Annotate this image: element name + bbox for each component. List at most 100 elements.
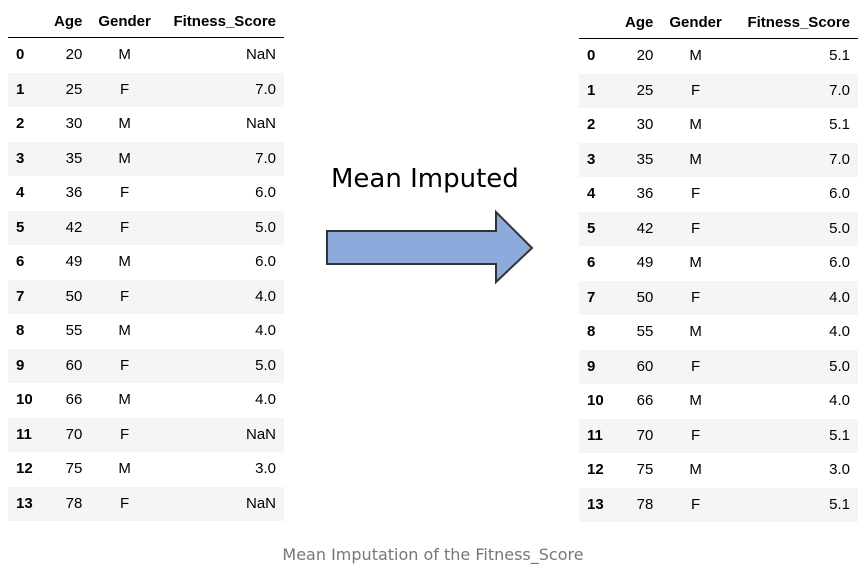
fitness-score-cell: 5.1 xyxy=(829,495,850,513)
row-index: 11 xyxy=(16,425,32,443)
gender-cell: F xyxy=(120,425,130,443)
fitness-score-cell: 3.0 xyxy=(255,460,276,477)
table-row: 1 25 F 7.0 xyxy=(8,72,284,107)
fitness-score-cell: 6.0 xyxy=(829,185,850,202)
gender-cell: F xyxy=(120,184,130,201)
age-cell: 30 xyxy=(636,116,654,133)
age-cell: 35 xyxy=(636,150,654,168)
fitness-score-cell: 4.0 xyxy=(829,392,850,409)
table-row: 9 60 F 5.0 xyxy=(8,348,284,383)
age-cell: 20 xyxy=(636,47,654,64)
age-cell: 25 xyxy=(636,81,654,99)
age-cell: 50 xyxy=(65,287,83,305)
row-index: 5 xyxy=(16,218,25,236)
fitness-score-cell: NaN xyxy=(245,46,276,63)
table-row: 4 36 F 6.0 xyxy=(8,176,284,211)
original-dataframe: Age Gender Fitness_Score 0 20 M NaN 1 2 5 F 7.0 2… xyxy=(8,6,284,521)
age-cell: 20 xyxy=(65,46,83,63)
gender-cell: M xyxy=(118,253,131,270)
gender-cell: M xyxy=(689,116,702,133)
column-header-gender: Gender xyxy=(90,6,159,38)
gender-cell: F xyxy=(120,218,130,236)
age-cell: 78 xyxy=(636,495,654,513)
gender-cell: F xyxy=(691,357,701,375)
table-row: 1 25 F 7.0 xyxy=(579,73,858,108)
table-row: 7 50 F 4.0 xyxy=(579,280,858,315)
fitness-score-cell: 5.0 xyxy=(255,356,276,374)
age-cell: 75 xyxy=(636,461,654,478)
fitness-score-cell: 4.0 xyxy=(255,287,276,305)
gender-cell: M xyxy=(689,47,702,64)
imputed-dataframe: Age Gender Fitness_Score 0 20 M 5.1 1 25 F 7.0 2… xyxy=(579,7,858,522)
table-row: 11 70 F 5.1 xyxy=(579,418,858,453)
table-row: 10 66 M 4.0 xyxy=(579,384,858,419)
table-row: 13 78 F 5.1 xyxy=(579,487,858,522)
gender-cell: M xyxy=(689,461,702,478)
table-row: 5 42 F 5.0 xyxy=(579,211,858,246)
gender-cell: F xyxy=(691,81,701,99)
gender-cell: F xyxy=(691,219,701,237)
fitness-score-cell: 3.0 xyxy=(829,461,850,478)
column-header-fitness-score: Fitness_Score xyxy=(729,7,858,39)
age-cell: 75 xyxy=(65,460,83,477)
row-index: 1 xyxy=(587,81,596,99)
fitness-score-cell: 4.0 xyxy=(829,288,850,306)
age-cell: 55 xyxy=(636,323,654,340)
age-cell: 66 xyxy=(65,391,83,408)
age-cell: 36 xyxy=(636,185,654,202)
right-arrow-icon xyxy=(326,209,534,285)
gender-cell: M xyxy=(689,254,702,271)
age-cell: 49 xyxy=(636,254,654,271)
column-header-fitness-score: Fitness_Score xyxy=(158,6,284,38)
fitness-score-cell: NaN xyxy=(245,425,276,443)
column-header-age: Age xyxy=(46,6,91,38)
fitness-score-cell: 7.0 xyxy=(829,150,850,168)
fitness-score-cell: 7.0 xyxy=(829,81,850,99)
column-header-age: Age xyxy=(617,7,662,39)
table-row: 6 49 M 6.0 xyxy=(579,246,858,281)
age-cell: 42 xyxy=(65,218,83,236)
table-row: 9 60 F 5.0 xyxy=(579,349,858,384)
gender-cell: F xyxy=(120,80,130,98)
gender-cell: F xyxy=(120,287,130,305)
row-index: 7 xyxy=(16,287,25,305)
gender-cell: F xyxy=(691,185,701,202)
fitness-score-cell: 4.0 xyxy=(829,323,850,340)
gender-cell: M xyxy=(689,323,702,340)
table-row: 12 75 M 3.0 xyxy=(579,453,858,488)
row-index: 0 xyxy=(16,46,25,63)
row-index: 6 xyxy=(587,254,596,271)
table-row: 2 30 M NaN xyxy=(8,107,284,142)
fitness-score-cell: 5.1 xyxy=(829,47,850,64)
age-cell: 55 xyxy=(65,322,83,339)
row-index: 2 xyxy=(16,115,25,132)
fitness-score-cell: 5.0 xyxy=(829,219,850,237)
age-cell: 35 xyxy=(65,149,83,167)
row-index: 7 xyxy=(587,288,596,306)
row-index: 3 xyxy=(587,150,596,168)
age-cell: 25 xyxy=(65,80,83,98)
gender-cell: M xyxy=(689,150,702,168)
row-index: 12 xyxy=(16,460,33,477)
table-row: 4 36 F 6.0 xyxy=(579,177,858,212)
header-row: Age Gender Fitness_Score xyxy=(579,7,858,39)
index-header xyxy=(8,6,46,38)
row-index: 13 xyxy=(16,494,33,512)
table-row: 11 70 F NaN xyxy=(8,417,284,452)
gender-cell: M xyxy=(118,322,131,339)
table-row: 0 20 M NaN xyxy=(8,38,284,73)
table-row: 0 20 M 5.1 xyxy=(579,39,858,74)
gender-cell: M xyxy=(118,46,131,63)
table-row: 3 35 M 7.0 xyxy=(8,141,284,176)
row-index: 8 xyxy=(587,323,596,340)
row-index: 3 xyxy=(16,149,25,167)
row-index: 11 xyxy=(587,426,603,444)
fitness-score-cell: 5.0 xyxy=(255,218,276,236)
table-row: 8 55 M 4.0 xyxy=(579,315,858,350)
age-cell: 42 xyxy=(636,219,654,237)
table-row: 3 35 M 7.0 xyxy=(579,142,858,177)
age-cell: 60 xyxy=(65,356,83,374)
fitness-score-cell: 6.0 xyxy=(255,184,276,201)
arrow-label: Mean Imputed xyxy=(331,164,519,194)
fitness-score-cell: 7.0 xyxy=(255,80,276,98)
